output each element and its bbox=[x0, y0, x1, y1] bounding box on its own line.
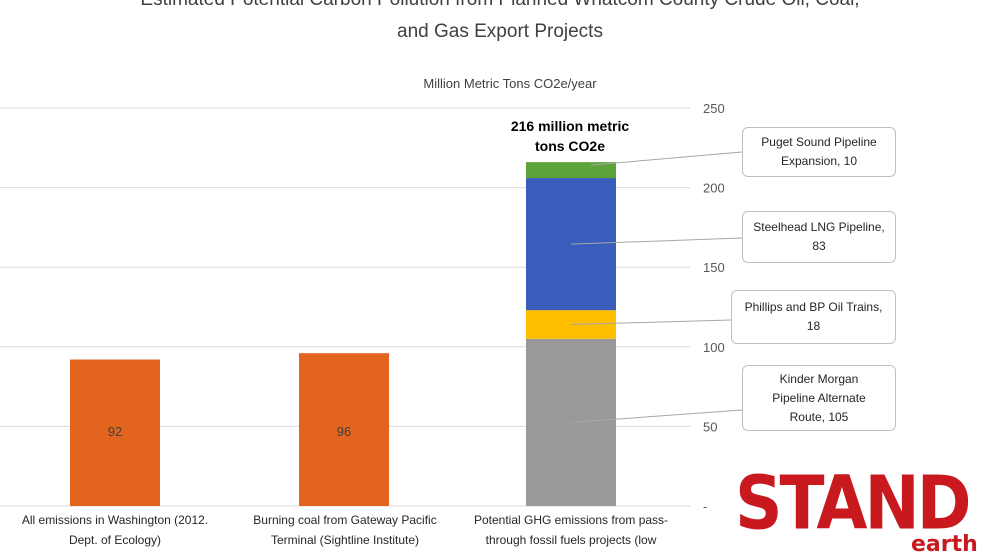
callout-steelhead-lng: Steelhead LNG Pipeline, 83 bbox=[742, 211, 896, 263]
chart-title-line1: Estimated Potential Carbon Pollution fro… bbox=[0, 0, 1000, 11]
leader-line-3 bbox=[590, 151, 743, 166]
bar-92 bbox=[70, 359, 160, 506]
bar-96 bbox=[299, 353, 389, 506]
leader-line-0 bbox=[570, 409, 743, 423]
leader-line-2 bbox=[570, 237, 743, 245]
leader-line-1 bbox=[570, 319, 732, 326]
y-tick-label-0: - bbox=[703, 499, 707, 514]
stacked-total-label: 216 million metric tons CO2e bbox=[510, 118, 630, 154]
y-tick-label-200: 200 bbox=[703, 181, 725, 196]
y-axis-label: Million Metric Tons CO2e/year bbox=[423, 76, 597, 91]
chart-title-line2: and Gas Export Projects bbox=[397, 21, 603, 42]
stacked-segment-3 bbox=[526, 162, 616, 179]
callout-kinder-morgan: Kinder Morgan Pipeline Alternate Route, 10… bbox=[742, 365, 896, 431]
category-label-gateway-coal: Burning coal from Gateway Pacific Termina… bbox=[253, 513, 437, 547]
stacked-segment-2 bbox=[526, 178, 616, 311]
y-tick-label-250: 250 bbox=[703, 101, 725, 116]
stand-earth-logo: STAND earth bbox=[735, 460, 997, 557]
category-label-washington: All emissions in Washington (2012. Dept. … bbox=[21, 513, 209, 547]
logo-subword: earth bbox=[911, 532, 978, 557]
y-tick-label-50: 50 bbox=[703, 419, 717, 434]
logo-wordmark: STAND bbox=[735, 460, 972, 547]
callout-phillips-bp: Phillips and BP Oil Trains, 18 bbox=[731, 290, 896, 344]
callout-puget-sound: Puget Sound Pipeline Expansion, 10 bbox=[742, 127, 896, 177]
category-label-pass-through: Potential GHG emissions from pass-throug… bbox=[473, 513, 669, 547]
y-tick-label-150: 150 bbox=[703, 260, 725, 275]
y-tick-label-100: 100 bbox=[703, 340, 725, 355]
